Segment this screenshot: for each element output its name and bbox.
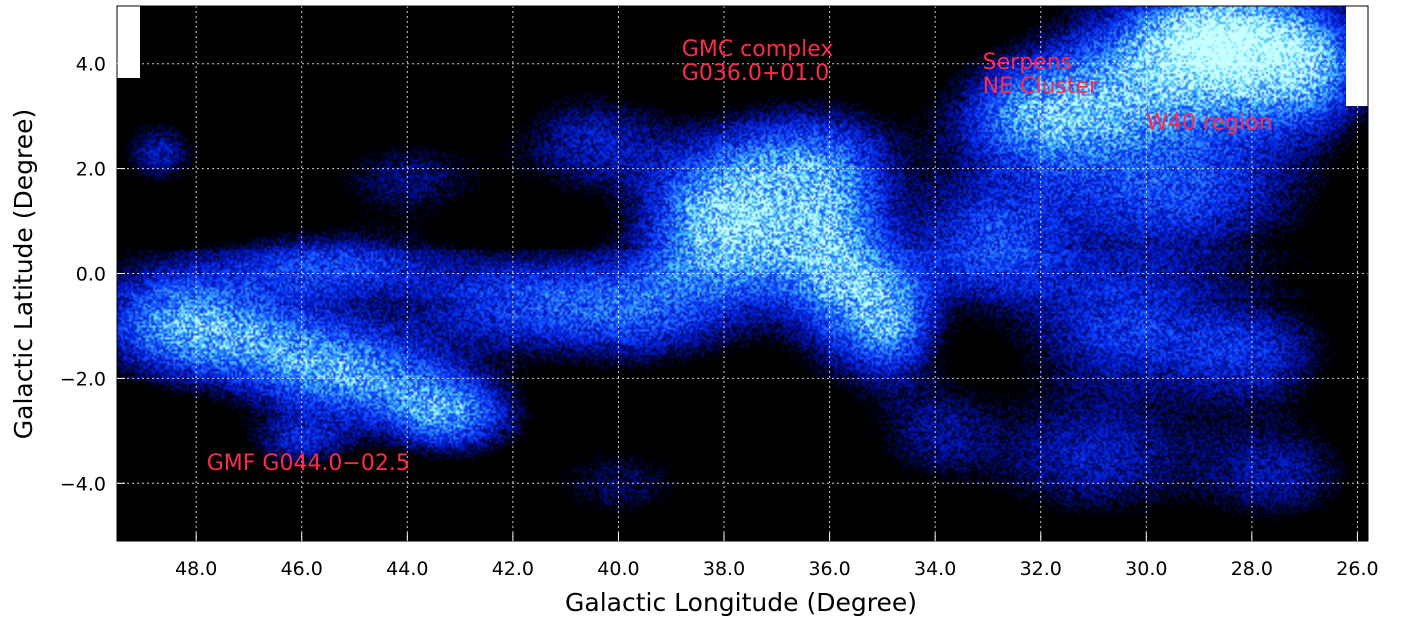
region-annotation: W40 region xyxy=(1146,110,1272,135)
x-tick-label: 46.0 xyxy=(281,558,323,580)
y-tick-label: 0.0 xyxy=(76,264,106,286)
x-tick-label: 48.0 xyxy=(175,558,217,580)
x-tick-label: 44.0 xyxy=(386,558,428,580)
x-tick-label: 30.0 xyxy=(1125,558,1167,580)
region-annotation: Serpens xyxy=(983,50,1072,75)
x-tick-label: 26.0 xyxy=(1336,558,1378,580)
x-tick-label: 32.0 xyxy=(1020,558,1062,580)
grid xyxy=(117,6,1368,541)
x-axis-title: Galactic Longitude (Degree) xyxy=(565,588,917,617)
x-tick-label: 38.0 xyxy=(703,558,745,580)
y-axis-title: Galactic Latitude (Degree) xyxy=(9,109,38,439)
region-annotation: G036.0+01.0 xyxy=(682,61,829,86)
x-tick-label: 34.0 xyxy=(914,558,956,580)
unobserved-region-left xyxy=(117,6,140,78)
x-tick-label: 42.0 xyxy=(492,558,534,580)
y-tick-label: 2.0 xyxy=(76,159,106,181)
x-tick-label: 36.0 xyxy=(808,558,850,580)
x-axis: 48.0 46.0 44.0 42.0 40.0 38.0 36.0 34.0 32.0 30.0… xyxy=(175,533,1379,580)
x-tick-label: 40.0 xyxy=(597,558,639,580)
y-axis: 4.0 2.0 0.0 −2.0 −4.0 xyxy=(60,54,125,495)
region-annotation: NE Cluster xyxy=(983,74,1099,99)
y-tick-label: 4.0 xyxy=(76,54,106,76)
y-tick-label: −2.0 xyxy=(60,368,106,390)
region-annotation: GMF G044.0−02.5 xyxy=(207,451,410,476)
region-annotation: GMC complex xyxy=(682,37,834,62)
x-tick-label: 28.0 xyxy=(1231,558,1273,580)
y-tick-label: −4.0 xyxy=(60,473,106,495)
plot-area xyxy=(116,5,1369,542)
